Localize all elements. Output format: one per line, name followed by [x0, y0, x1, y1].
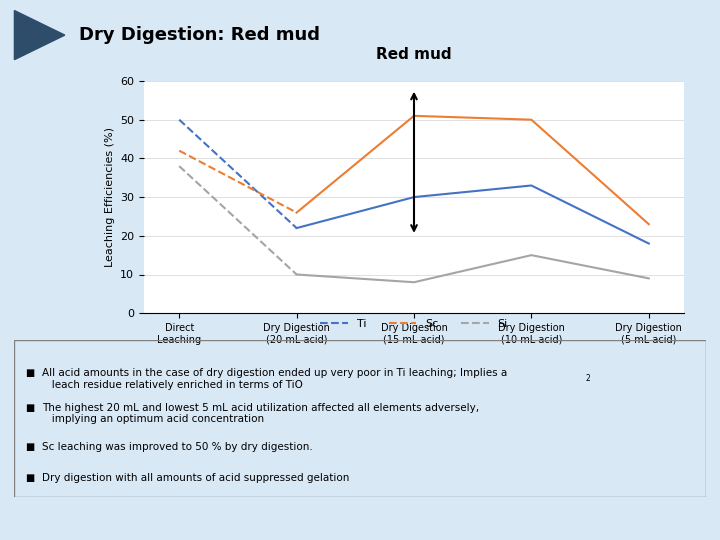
Text: Sc leaching was improved to 50 % by dry digestion.: Sc leaching was improved to 50 % by dry …	[42, 442, 312, 452]
Y-axis label: Leaching Efficiencies (%): Leaching Efficiencies (%)	[104, 127, 114, 267]
Text: The highest 20 mL and lowest 5 mL acid utilization affected all elements adverse: The highest 20 mL and lowest 5 mL acid u…	[42, 403, 480, 424]
Text: Dry Digestion: Red mud: Dry Digestion: Red mud	[79, 26, 320, 44]
Text: Dry digestion with all amounts of acid suppressed gelation: Dry digestion with all amounts of acid s…	[42, 473, 349, 483]
Text: Red mud: Red mud	[376, 48, 452, 63]
Text: 2: 2	[585, 374, 590, 383]
Polygon shape	[14, 10, 65, 60]
Text: ■: ■	[24, 473, 34, 483]
Text: ■: ■	[24, 442, 34, 452]
Text: ■: ■	[24, 368, 34, 379]
Legend: Ti, Sc, Si: Ti, Sc, Si	[316, 315, 512, 333]
Text: ■: ■	[24, 403, 34, 413]
Text: All acid amounts in the case of dry digestion ended up very poor in Ti leaching;: All acid amounts in the case of dry dige…	[42, 368, 508, 390]
